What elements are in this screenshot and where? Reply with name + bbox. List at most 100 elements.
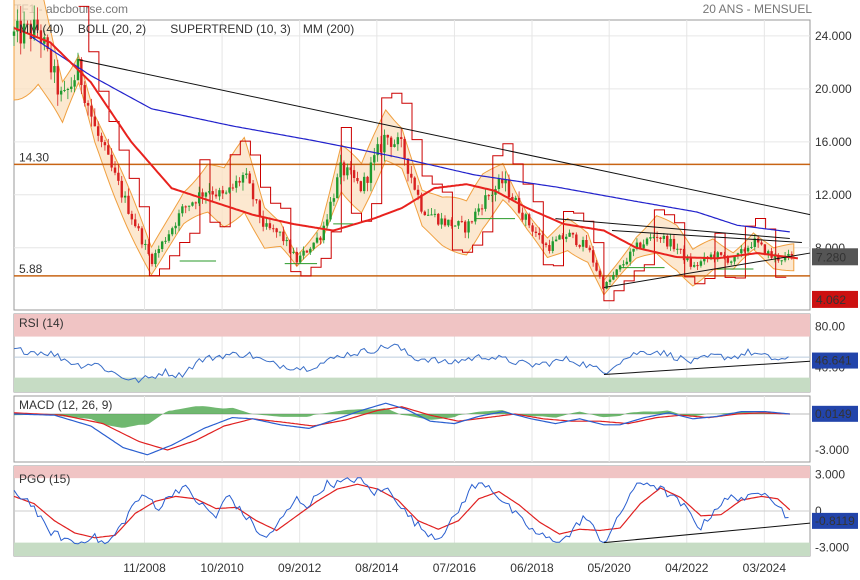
price-legend-entry: MM (200) bbox=[303, 22, 354, 36]
pgo-oversold-zone bbox=[14, 542, 810, 556]
candle-body bbox=[433, 213, 437, 215]
candle-body bbox=[117, 172, 120, 181]
candle-body bbox=[228, 187, 231, 193]
candle-body bbox=[723, 254, 726, 258]
candle-body bbox=[713, 254, 716, 259]
candle-body bbox=[517, 197, 521, 213]
last-price-label: 7.280 bbox=[816, 250, 846, 264]
candle-body bbox=[618, 265, 622, 270]
candle-body bbox=[511, 196, 514, 200]
candle-body bbox=[787, 253, 790, 256]
candle-body bbox=[325, 219, 329, 226]
candle-body bbox=[336, 177, 339, 199]
candle-body bbox=[740, 249, 743, 254]
candle-body bbox=[484, 195, 487, 209]
candle-body bbox=[453, 225, 457, 227]
candle-body bbox=[123, 195, 127, 198]
candle-body bbox=[598, 270, 602, 277]
candle-body bbox=[386, 134, 389, 138]
candle-body bbox=[49, 49, 53, 73]
rsi-oversold-zone bbox=[14, 377, 810, 392]
price-trendline bbox=[611, 230, 802, 243]
candle-body bbox=[406, 158, 410, 174]
candle-body bbox=[649, 237, 652, 239]
x-tick-label: 09/2012 bbox=[278, 561, 322, 575]
candle-body bbox=[635, 242, 639, 249]
mm200-line bbox=[29, 35, 790, 233]
candle-body bbox=[507, 179, 511, 197]
candle-body bbox=[164, 240, 167, 242]
x-tick-label: 07/2016 bbox=[433, 561, 477, 575]
candle-body bbox=[780, 260, 783, 262]
pgo-value-box bbox=[812, 512, 858, 529]
candle-body bbox=[565, 236, 568, 239]
candle-body bbox=[389, 137, 393, 147]
price-y-tick-label: 16.000 bbox=[815, 135, 852, 149]
candle-body bbox=[362, 176, 366, 192]
candle-body bbox=[373, 155, 376, 163]
macd-main-line bbox=[13, 402, 790, 456]
candle-body bbox=[319, 237, 322, 241]
candle-body bbox=[90, 105, 93, 117]
last-price-box bbox=[812, 248, 858, 266]
candle-body bbox=[184, 206, 187, 208]
candle-body bbox=[127, 195, 130, 214]
candle-body bbox=[679, 248, 682, 250]
candle-body bbox=[743, 249, 746, 252]
macd-value-label: 0.0149 bbox=[815, 407, 852, 421]
candle-body bbox=[426, 214, 430, 216]
candle-body bbox=[214, 194, 218, 197]
candle-body bbox=[312, 242, 315, 249]
candle-body bbox=[191, 202, 194, 206]
candle-body bbox=[420, 194, 423, 212]
candle-body bbox=[578, 245, 581, 247]
macd-legend: MACD (12, 26, 9) bbox=[19, 398, 112, 412]
x-tick-label: 08/2014 bbox=[355, 561, 399, 575]
candle-body bbox=[208, 191, 211, 193]
candle-body bbox=[147, 243, 150, 255]
candle-body bbox=[628, 251, 632, 262]
candle-body bbox=[699, 261, 703, 266]
candle-body bbox=[26, 23, 29, 25]
candle-body bbox=[305, 250, 309, 253]
candle-body bbox=[669, 238, 672, 247]
candle-body bbox=[248, 173, 251, 184]
candle-body bbox=[403, 138, 406, 159]
candle-body bbox=[413, 177, 416, 190]
candle-body bbox=[86, 103, 90, 106]
candle-body bbox=[39, 30, 43, 44]
candle-body bbox=[134, 219, 137, 227]
candle-body bbox=[652, 236, 655, 238]
candle-body bbox=[696, 265, 699, 267]
candle-body bbox=[608, 279, 612, 283]
candle-body bbox=[561, 235, 565, 239]
candle-body bbox=[464, 221, 467, 233]
candle-body bbox=[221, 190, 224, 194]
candle-body bbox=[342, 162, 346, 176]
candle-body bbox=[662, 236, 666, 239]
candle-body bbox=[59, 90, 63, 95]
candle-body bbox=[66, 88, 70, 90]
candle-body bbox=[719, 252, 723, 255]
candle-body bbox=[356, 177, 359, 182]
level-label: 5.88 bbox=[19, 262, 43, 276]
candle-body bbox=[174, 225, 177, 229]
price-legend-entry: MM (40) bbox=[19, 22, 64, 36]
candle-body bbox=[241, 174, 245, 183]
candle-body bbox=[692, 265, 696, 267]
candle-body bbox=[474, 211, 477, 222]
candle-body bbox=[645, 238, 649, 245]
candle-body bbox=[750, 246, 753, 248]
pgo-y-tick-label: 3.000 bbox=[815, 468, 845, 482]
candle-body bbox=[137, 226, 140, 229]
candle-body bbox=[585, 239, 588, 248]
candle-body bbox=[605, 282, 608, 289]
panel-frame-macd bbox=[13, 395, 811, 463]
candle-body bbox=[100, 135, 103, 143]
candle-body bbox=[275, 228, 278, 233]
candle-body bbox=[295, 251, 299, 263]
candle-body bbox=[201, 192, 204, 197]
candle-body bbox=[16, 20, 19, 32]
candle-body bbox=[73, 80, 76, 87]
candle-body bbox=[423, 211, 426, 216]
